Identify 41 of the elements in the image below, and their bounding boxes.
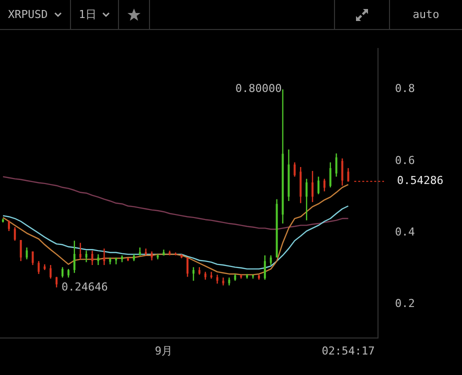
candlestick [79,242,82,260]
candlestick [8,220,10,232]
y-tick-label: 0.6 [395,154,415,167]
y-tick-label: 0.8 [395,82,415,96]
candlestick [329,162,332,188]
y-tick-label: 0.2 [395,296,415,310]
candlestick [323,178,326,192]
candlestick [26,246,28,260]
candlestick [73,240,76,274]
candlestick [270,254,272,266]
candlestick [294,162,296,178]
candlestick [335,152,338,178]
candlestick [103,248,106,266]
candlestick [85,250,88,263]
candlestick [306,178,308,221]
x-tick-label: 9月 [154,344,173,358]
candlestick [62,266,64,278]
candlestick [252,274,254,280]
y-tick-label: 0.4 [395,225,416,238]
candlestick [144,248,147,256]
candlestick [264,254,266,280]
candlestick [91,250,94,266]
chart-title: XRPUSD [8,8,48,21]
candlestick [20,239,22,262]
text: 1日 [78,7,96,22]
candlestick [50,264,52,280]
candlestick [341,158,344,186]
candlestick [312,170,314,203]
candlestick [347,167,350,182]
annotation: 0.24646 [62,280,108,294]
candlestick [32,250,34,266]
candlestick [38,260,40,275]
x-tick-label: 02:54:17 [322,344,375,358]
candlestick [97,254,100,266]
candlestick [186,256,189,278]
candlestick [317,176,320,195]
ref-line-label: 0.54286 [397,174,444,188]
candlestick [192,266,194,282]
candlestick [14,226,16,242]
annotation: 0.80000 [235,82,282,96]
text: auto [412,8,440,21]
